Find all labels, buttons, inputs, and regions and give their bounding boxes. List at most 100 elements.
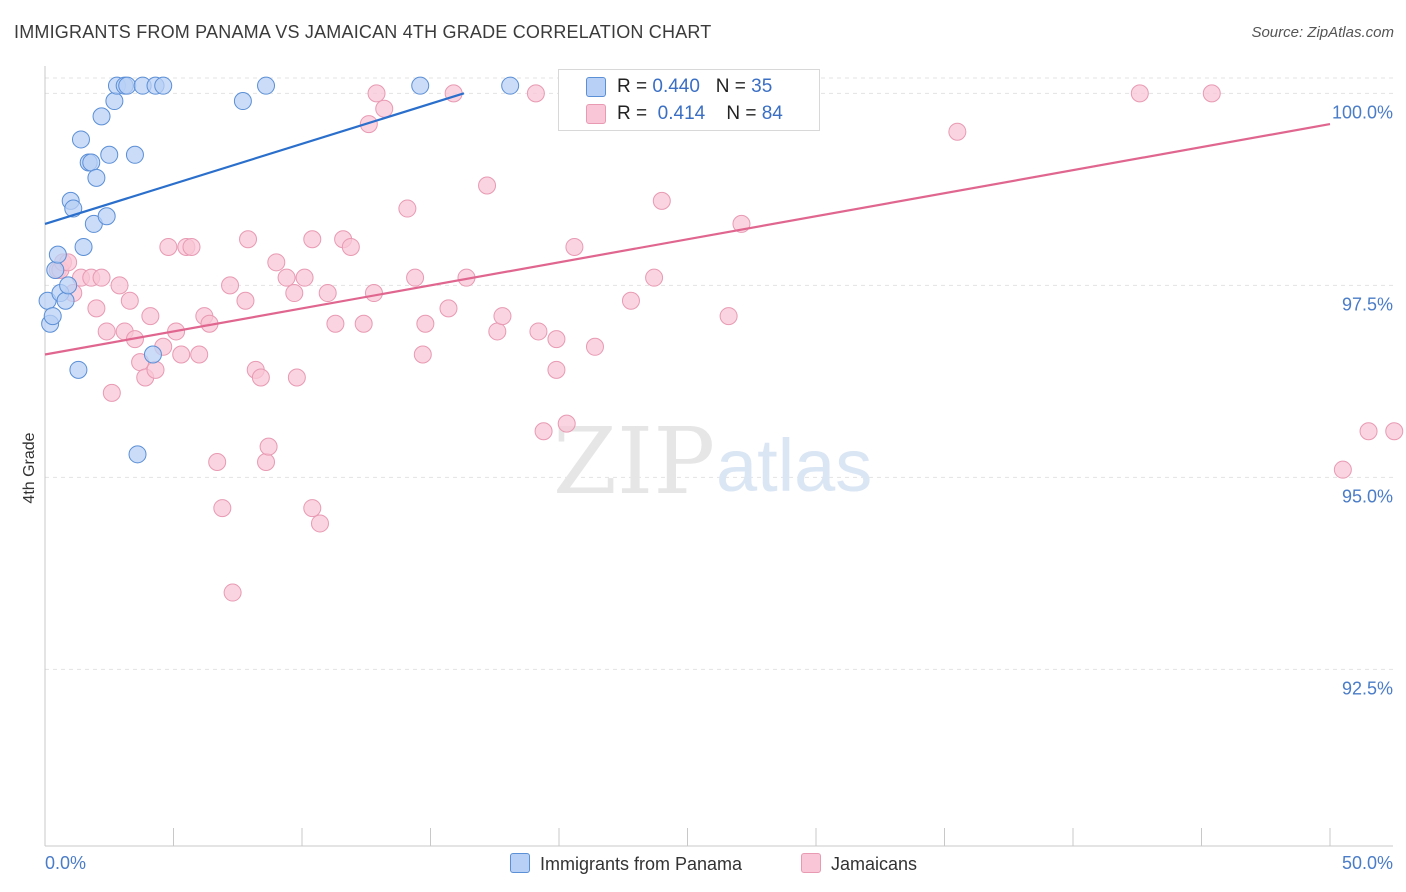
grid-lines — [45, 77, 1393, 670]
watermark-atlas: atlas — [716, 424, 872, 507]
panama-point — [69, 360, 88, 379]
jamaica-point — [375, 99, 394, 118]
jamaica-point — [92, 268, 111, 287]
panama-point — [43, 307, 62, 326]
panama-points — [38, 76, 751, 464]
jamaica-point — [547, 330, 566, 349]
panama-point — [105, 92, 124, 111]
jamaica-point — [652, 191, 671, 210]
jamaica-point — [110, 276, 129, 295]
legend-jamaica-swatch — [801, 853, 821, 873]
jamaica-point — [295, 268, 314, 287]
panama-n-label: N = — [715, 76, 752, 97]
jamaica-point — [221, 276, 240, 295]
jamaica-point — [318, 284, 337, 303]
legend-item-jamaica: Jamaicans — [801, 853, 917, 875]
panama-point — [501, 76, 520, 95]
jamaica-point — [190, 345, 209, 364]
stats-legend: R = 0.440 N = 35 R = 0.414 N = 84 — [558, 69, 820, 131]
panama-point — [82, 153, 101, 172]
jamaica-point — [645, 268, 664, 287]
watermark-zip: ZIP — [553, 408, 715, 515]
panama-point — [48, 245, 67, 264]
jamaica-point — [439, 299, 458, 318]
jamaica-points — [48, 84, 1404, 602]
panama-point — [257, 76, 276, 95]
x-tick-label-1: 50.0% — [1342, 853, 1393, 873]
jamaica-point — [277, 268, 296, 287]
y-axis-label: 4th Grade — [21, 432, 38, 503]
jamaica-point — [341, 237, 360, 256]
jamaica-point — [364, 284, 383, 303]
jamaica-trend-line — [44, 122, 1331, 356]
jamaica-stats: R = 0.414 N = 84 — [617, 103, 783, 125]
source-label: Source: ZipAtlas.com — [1251, 24, 1394, 41]
jamaica-point — [1385, 422, 1404, 441]
panama-point — [154, 76, 173, 95]
panama-point — [100, 145, 119, 164]
jamaica-point — [398, 199, 417, 218]
jamaica-point — [557, 414, 576, 433]
jamaica-point — [406, 268, 425, 287]
jamaica-r-value: 0.414 — [657, 103, 706, 124]
panama-point — [59, 276, 78, 295]
jamaica-point — [488, 322, 507, 341]
legend-jamaica-label: Jamaicans — [831, 854, 918, 874]
jamaica-point — [267, 253, 286, 272]
jamaica-point — [1333, 460, 1352, 479]
jamaica-point — [102, 383, 121, 402]
panama-r-value: 0.440 — [652, 76, 700, 97]
jamaica-point — [251, 368, 270, 387]
legend-panama-swatch — [510, 853, 530, 873]
panama-point — [411, 76, 430, 95]
legend-item-panama: Immigrants from Panama — [510, 853, 742, 875]
jamaica-point — [208, 453, 227, 471]
panama-point — [233, 92, 252, 111]
panama-point — [71, 130, 90, 149]
jamaica-point — [416, 314, 435, 333]
trend-lines — [44, 92, 1331, 356]
y-tick-label-2: 95.0% — [1342, 486, 1393, 506]
jamaica-point — [413, 345, 432, 364]
jamaica-point — [354, 314, 373, 333]
jamaica-n-value: 84 — [761, 103, 783, 124]
x-tick-label-0: 0.0% — [45, 853, 86, 873]
jamaica-point — [223, 583, 242, 602]
panama-swatch — [586, 77, 606, 97]
jamaica-point — [97, 322, 116, 341]
jamaica-point — [285, 284, 304, 303]
jamaica-point — [547, 360, 566, 379]
legend-panama-label: Immigrants from Panama — [540, 854, 743, 874]
panama-point — [118, 76, 137, 95]
jamaica-point — [585, 337, 604, 356]
jamaica-point — [310, 514, 329, 533]
jamaica-point — [1130, 84, 1149, 103]
jamaica-point — [120, 291, 139, 310]
jamaica-point — [172, 345, 191, 364]
panama-point — [92, 107, 111, 126]
panama-point — [56, 291, 75, 310]
jamaica-point — [526, 84, 545, 103]
jamaica-point — [529, 322, 548, 341]
jamaica-point — [478, 176, 497, 195]
jamaica-point — [287, 368, 306, 387]
jamaica-swatch — [586, 104, 606, 124]
y-tick-label-3: 92.5% — [1342, 678, 1393, 698]
axes — [44, 66, 1393, 847]
jamaica-point — [141, 307, 160, 326]
jamaica-point — [259, 437, 278, 456]
jamaica-point — [182, 237, 201, 256]
tick-labels: 100.0% 97.5% 95.0% 92.5% 0.0% 50.0% — [45, 102, 1393, 873]
jamaica-point — [213, 499, 232, 518]
panama-point — [74, 237, 93, 256]
jamaica-point — [236, 291, 255, 310]
jamaica-point — [719, 307, 738, 326]
panama-point — [128, 445, 147, 464]
panama-n-value: 35 — [751, 76, 773, 97]
jamaica-point — [565, 237, 584, 256]
panama-point — [87, 168, 106, 187]
jamaica-point — [326, 314, 345, 333]
panama-point — [143, 345, 162, 364]
watermark: ZIP atlas — [553, 408, 872, 515]
